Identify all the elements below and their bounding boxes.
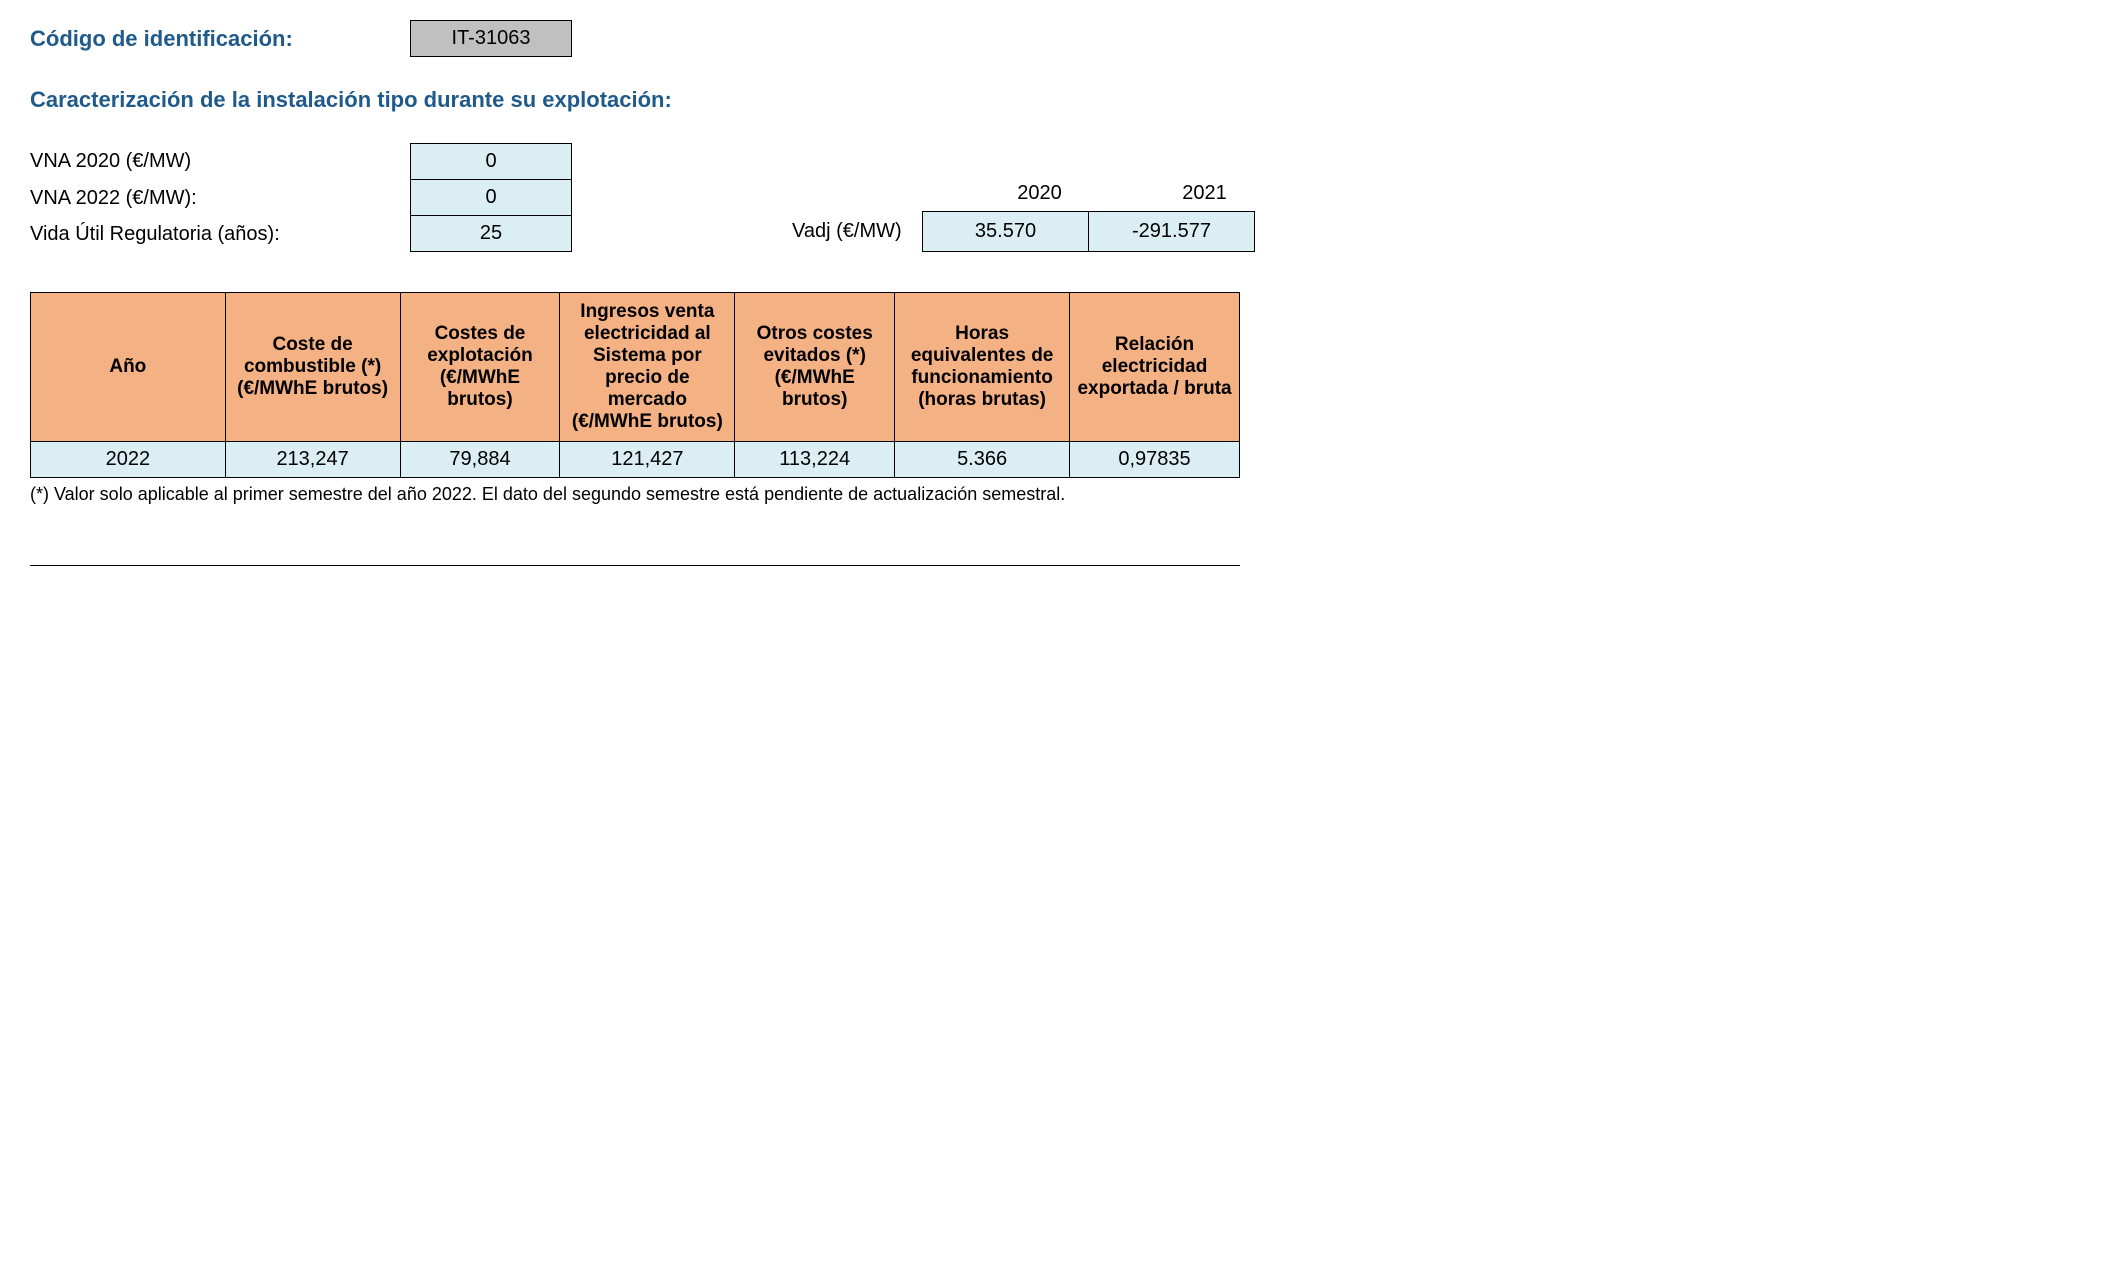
data-table: Año Coste de combustible (*) (€/MWhE bru… [30,292,1240,478]
vna2022-label: VNA 2022 (€/MW): [30,180,410,216]
vna2020-label: VNA 2020 (€/MW) [30,143,410,180]
td-2: 79,884 [400,442,560,478]
vadj-year-1: 2021 [1122,176,1287,211]
td-6: 0,97835 [1070,442,1240,478]
table-header-row: Año Coste de combustible (*) (€/MWhE bru… [31,293,1240,442]
th-5: Horas equivalentes de funcionamiento (ho… [895,293,1070,442]
section-title: Caracterización de la instalación tipo d… [30,87,2096,113]
vadj-label: Vadj (€/MW) [792,211,922,252]
vadj-year-0: 2020 [957,176,1122,211]
th-6: Relación electricidad exportada / bruta [1070,293,1240,442]
td-3: 121,427 [560,442,735,478]
th-1: Coste de combustible (*) (€/MWhE brutos) [225,293,400,442]
th-0: Año [31,293,226,442]
vida-label: Vida Útil Regulatoria (años): [30,216,410,252]
vna2020-value: 0 [410,143,572,180]
td-1: 213,247 [225,442,400,478]
params-block: VNA 2020 (€/MW) 0 VNA 2022 (€/MW): 0 Vid… [30,143,572,252]
vadj-value-1: -291.577 [1089,211,1255,252]
th-2: Costes de explotación (€/MWhE brutos) [400,293,560,442]
vadj-value-0: 35.570 [922,211,1089,252]
code-value: IT-31063 [410,20,572,57]
th-3: Ingresos venta electricidad al Sistema p… [560,293,735,442]
vna2022-value: 0 [410,180,572,216]
td-4: 113,224 [735,442,895,478]
td-5: 5.366 [895,442,1070,478]
footnote: (*) Valor solo aplicable al primer semes… [30,484,2096,505]
vadj-block: x 2020 2021 Vadj (€/MW) 35.570 -291.577 [792,176,1287,252]
code-label: Código de identificación: [30,26,410,52]
vida-value: 25 [410,216,572,252]
th-4: Otros costes evitados (*) (€/MWhE brutos… [735,293,895,442]
td-0: 2022 [31,442,226,478]
table-row: 2022 213,247 79,884 121,427 113,224 5.36… [31,442,1240,478]
divider [30,565,1240,566]
code-row: Código de identificación: IT-31063 [30,20,2096,57]
